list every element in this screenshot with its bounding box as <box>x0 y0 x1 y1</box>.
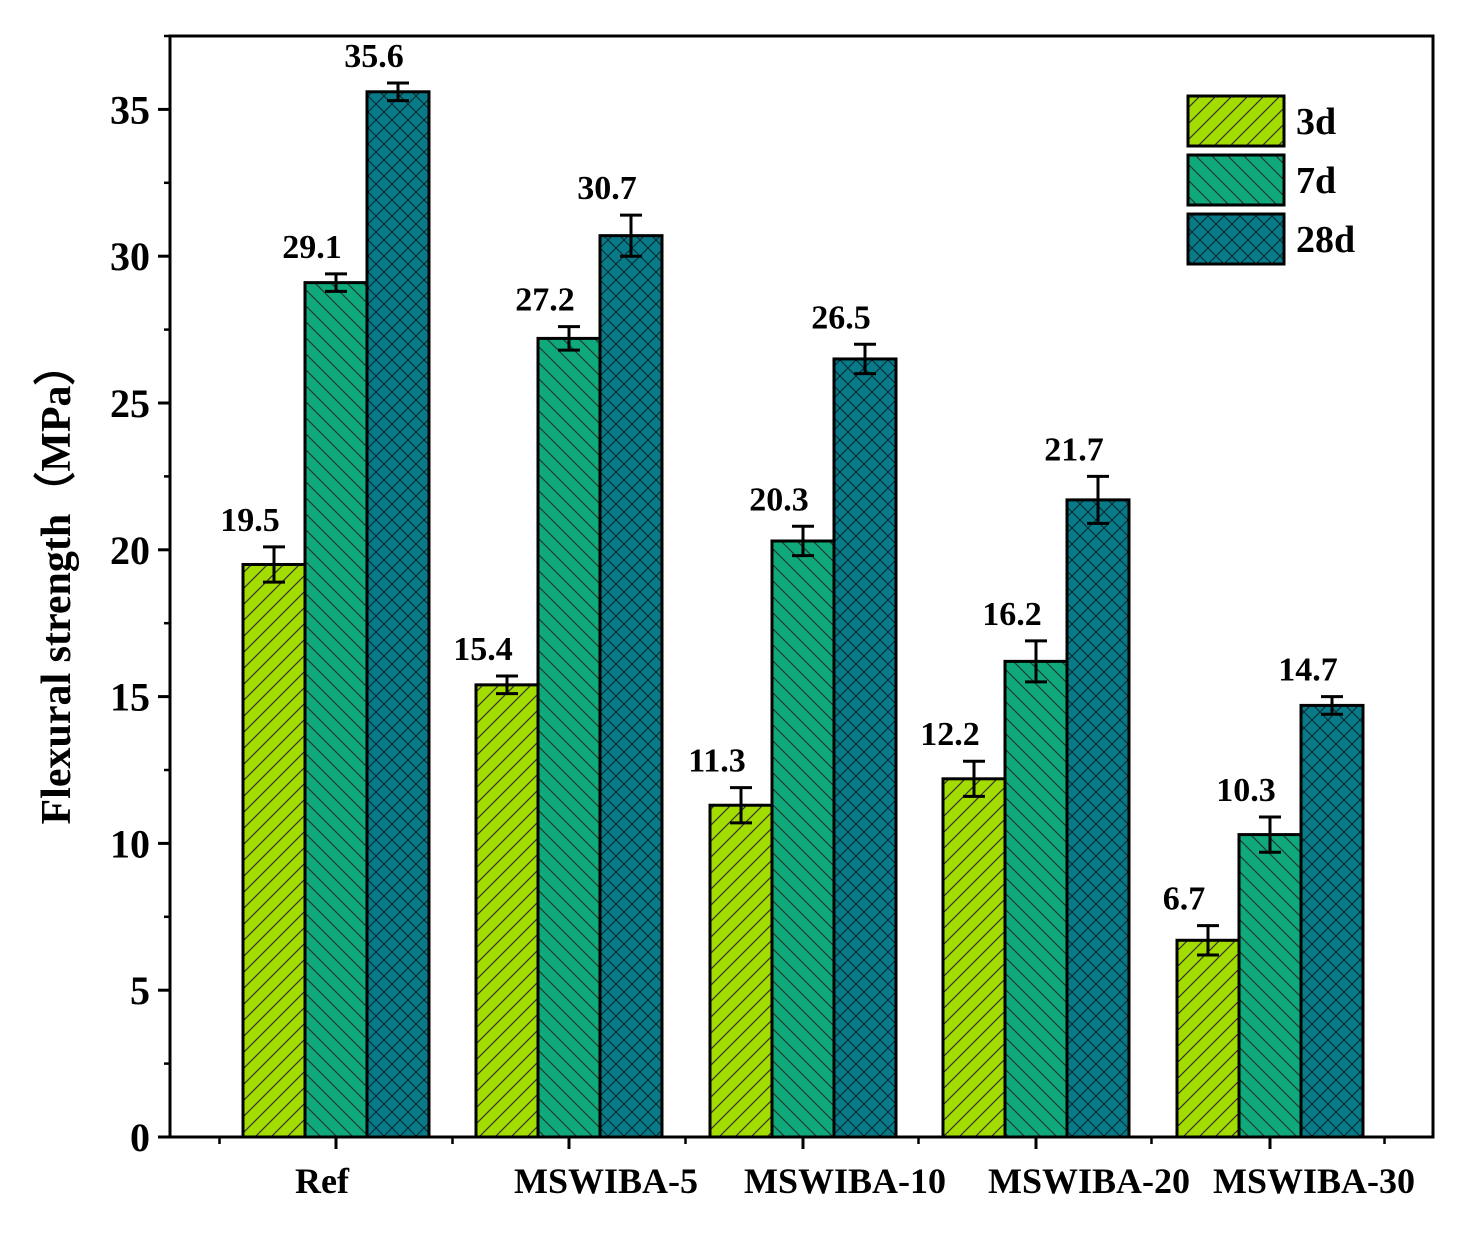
data-label-28d-MSWIBA-5: 30.7 <box>577 170 637 207</box>
data-label-3d-Ref: 19.5 <box>220 502 280 539</box>
data-label-3d-MSWIBA-5: 15.4 <box>453 631 513 668</box>
bar-28d-MSWIBA-5 <box>598 234 664 1139</box>
x-category-label: Ref <box>295 1161 350 1201</box>
bar-3d-MSWIBA-10 <box>708 803 774 1139</box>
data-label-7d-MSWIBA-20: 16.2 <box>982 596 1042 633</box>
bar-7d-MSWIBA-5 <box>536 336 602 1139</box>
y-tick-label: 30 <box>110 234 150 279</box>
data-label-7d-MSWIBA-5: 27.2 <box>515 282 575 319</box>
legend-label-3d: 3d <box>1296 101 1336 143</box>
error-bar-3d-MSWIBA-10 <box>730 786 752 825</box>
error-bar-7d-MSWIBA-10 <box>792 524 814 558</box>
data-label-3d-MSWIBA-20: 12.2 <box>920 716 980 753</box>
x-category-label: MSWIBA-30 <box>1213 1161 1415 1201</box>
y-tick-label: 15 <box>110 675 150 720</box>
x-category-label: MSWIBA-10 <box>744 1161 946 1201</box>
legend-swatch-3d <box>1186 94 1286 148</box>
data-label-28d-MSWIBA-10: 26.5 <box>811 299 871 336</box>
error-bar-28d-MSWIBA-20 <box>1087 474 1109 525</box>
x-category-label: MSWIBA-5 <box>514 1161 698 1201</box>
legend: 3d 7d 28d <box>1186 94 1355 266</box>
x-category-label: MSWIBA-20 <box>988 1161 1190 1201</box>
bar-28d-MSWIBA-30 <box>1299 703 1365 1139</box>
error-bar-28d-MSWIBA-30 <box>1321 695 1343 716</box>
bar-28d-MSWIBA-20 <box>1065 498 1131 1139</box>
error-bar-28d-Ref <box>387 81 409 103</box>
legend-swatch-28d <box>1186 212 1286 266</box>
error-bar-28d-MSWIBA-10 <box>854 342 876 376</box>
bar-3d-MSWIBA-5 <box>474 683 540 1139</box>
y-tick-label: 35 <box>110 87 150 132</box>
data-label-28d-Ref: 35.6 <box>344 38 404 75</box>
error-bar-3d-MSWIBA-30 <box>1197 924 1219 957</box>
y-axis-title: Flexural strength（MPa） <box>33 344 80 825</box>
y-tick-label: 25 <box>110 381 150 426</box>
bar-7d-MSWIBA-10 <box>770 539 836 1139</box>
data-label-3d-MSWIBA-10: 11.3 <box>688 743 746 780</box>
data-label-3d-MSWIBA-30: 6.7 <box>1163 881 1206 918</box>
error-bar-3d-MSWIBA-20 <box>963 759 985 798</box>
error-bar-28d-MSWIBA-5 <box>620 213 642 258</box>
error-bar-3d-Ref <box>263 545 285 584</box>
y-tick-label: 0 <box>130 1115 150 1160</box>
error-bar-7d-MSWIBA-5 <box>558 325 580 352</box>
data-label-7d-Ref: 29.1 <box>282 229 342 266</box>
data-label-28d-MSWIBA-30: 14.7 <box>1278 652 1338 689</box>
bar-28d-MSWIBA-10 <box>832 357 898 1139</box>
bar-3d-MSWIBA-30 <box>1175 938 1241 1139</box>
legend-label-28d: 28d <box>1296 219 1355 261</box>
data-label-7d-MSWIBA-10: 20.3 <box>749 481 809 518</box>
bar-28d-Ref <box>365 90 431 1139</box>
bar-7d-Ref <box>303 281 369 1139</box>
data-label-7d-MSWIBA-30: 10.3 <box>1216 772 1276 809</box>
error-bar-7d-MSWIBA-30 <box>1259 815 1281 854</box>
bar-7d-MSWIBA-20 <box>1003 659 1069 1139</box>
data-label-28d-MSWIBA-20: 21.7 <box>1044 431 1104 468</box>
y-tick-label: 20 <box>110 528 150 573</box>
bar-3d-MSWIBA-20 <box>941 777 1007 1139</box>
y-tick-label: 10 <box>110 821 150 866</box>
error-bar-7d-MSWIBA-20 <box>1025 639 1047 684</box>
bar-3d-Ref <box>241 562 307 1139</box>
legend-label-7d: 7d <box>1296 160 1336 202</box>
y-tick-label: 5 <box>130 968 150 1013</box>
legend-swatch-7d <box>1186 153 1286 207</box>
error-bar-3d-MSWIBA-5 <box>496 674 518 696</box>
bar-7d-MSWIBA-30 <box>1237 833 1303 1139</box>
error-bar-7d-Ref <box>325 272 347 293</box>
